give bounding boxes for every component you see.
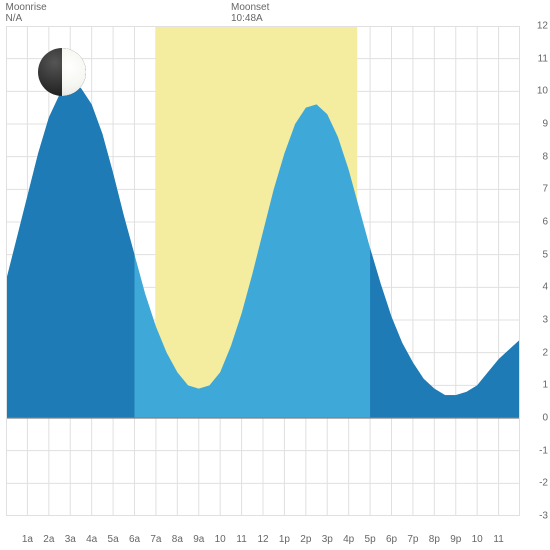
y-tick: 5 — [542, 249, 548, 260]
x-axis: 1a 2a 3a 4a 5a 6a 7a 8a 9a 10 11 12 1p 2p 3p 4p 5p 6p 7p 8p… — [6, 534, 520, 548]
moonrise-label: Moonrise — [6, 2, 47, 13]
y-tick: -2 — [539, 478, 548, 489]
x-tick: 5p — [365, 534, 376, 545]
moonset-label: Moonset — [231, 2, 269, 13]
x-tick: 11 — [493, 534, 503, 545]
x-tick: 10 — [215, 534, 226, 545]
x-tick: 11 — [236, 534, 246, 545]
chart-plot-area — [6, 26, 520, 516]
y-tick: 12 — [537, 21, 548, 32]
x-tick: 10 — [472, 534, 483, 545]
x-tick: 6a — [129, 534, 140, 545]
x-tick: 6p — [386, 534, 397, 545]
x-tick: 3p — [322, 534, 333, 545]
x-tick: 5a — [108, 534, 119, 545]
x-tick: 1a — [22, 534, 33, 545]
x-tick: 9a — [193, 534, 204, 545]
moonset-value: 10:48A — [231, 13, 269, 24]
moonrise-value: N/A — [6, 13, 47, 24]
y-tick: -3 — [539, 511, 548, 522]
y-tick: -1 — [539, 445, 548, 456]
x-tick: 8a — [172, 534, 183, 545]
y-tick: 10 — [537, 86, 548, 97]
y-tick: 3 — [542, 315, 548, 326]
moonrise-info: Moonrise N/A — [6, 2, 47, 24]
y-tick: 8 — [542, 151, 548, 162]
chart-header: Moonrise N/A Moonset 10:48A — [0, 2, 550, 26]
y-tick: 1 — [542, 380, 548, 391]
x-tick: 3a — [65, 534, 76, 545]
x-tick: 4a — [86, 534, 97, 545]
y-tick: 0 — [542, 413, 548, 424]
moonset-info: Moonset 10:48A — [231, 2, 269, 24]
y-tick: 4 — [542, 282, 548, 293]
x-tick: 2a — [43, 534, 54, 545]
x-tick: 8p — [429, 534, 440, 545]
y-tick: 6 — [542, 217, 548, 228]
x-tick: 4p — [343, 534, 354, 545]
tide-chart-container: Moonrise N/A Moonset 10:48A -3-2-1012345… — [0, 0, 550, 550]
x-tick: 12 — [257, 534, 268, 545]
y-tick: 9 — [542, 119, 548, 130]
y-tick: 2 — [542, 347, 548, 358]
moon-phase-icon — [38, 48, 86, 96]
x-tick: 1p — [279, 534, 290, 545]
y-tick: 11 — [538, 53, 548, 64]
chart-svg — [6, 26, 520, 516]
x-tick: 7p — [407, 534, 418, 545]
x-tick: 2p — [300, 534, 311, 545]
y-tick: 7 — [542, 184, 548, 195]
x-tick: 7a — [150, 534, 161, 545]
x-tick: 9p — [450, 534, 461, 545]
